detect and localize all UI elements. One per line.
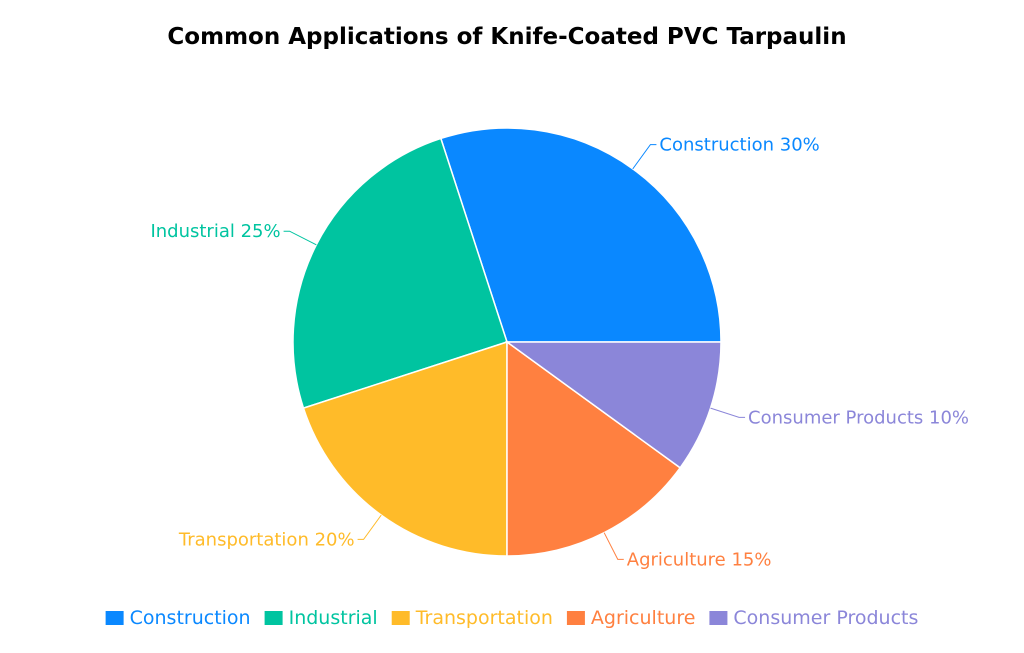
legend-swatch-transportation: [391, 611, 410, 625]
slice-label-construction: Construction 30%: [659, 135, 819, 156]
legend-swatch-agriculture: [566, 611, 585, 625]
legend-label-construction: Construction: [130, 607, 251, 629]
slice-label-agriculture: Agriculture 15%: [627, 549, 772, 570]
legend-item-agriculture[interactable]: Agriculture: [566, 607, 696, 629]
legend-swatch-consumer-products: [709, 611, 728, 625]
legend-item-industrial[interactable]: Industrial: [264, 607, 378, 629]
slice-label-consumer-products: Consumer Products 10%: [748, 407, 969, 428]
slice-label-industrial: Industrial 25%: [150, 221, 280, 242]
legend-item-consumer-products[interactable]: Consumer Products: [709, 607, 918, 629]
pie-slice-construction[interactable]: [439, 127, 722, 343]
leader-line-construction: [632, 144, 657, 170]
pie-slices: [292, 127, 722, 557]
leader-line-transportation: [357, 514, 382, 540]
leader-line-consumer-products: [710, 407, 746, 418]
legend-swatch-construction: [105, 611, 124, 625]
leader-line-industrial: [283, 230, 317, 246]
leader-line-agriculture: [603, 532, 624, 560]
legend-item-construction[interactable]: Construction: [105, 607, 251, 629]
pie-slice-transportation[interactable]: [302, 340, 508, 557]
legend-swatch-industrial: [264, 611, 283, 625]
slice-labels: Construction 30% Industrial 25% Transporta…: [150, 135, 969, 571]
legend-label-transportation: Transportation: [415, 607, 553, 629]
legend-item-transportation[interactable]: Transportation: [391, 607, 553, 629]
legend-label-industrial: Industrial: [289, 607, 378, 629]
legend-label-consumer-products: Consumer Products: [733, 607, 918, 629]
chart-title: Common Applications of Knife-Coated PVC …: [167, 24, 846, 50]
pie-slice-agriculture[interactable]: [506, 340, 682, 557]
legend-label-agriculture: Agriculture: [591, 607, 696, 629]
slice-label-transportation: Transportation 20%: [178, 529, 355, 550]
legend: Construction Industrial Transportation Agri…: [105, 607, 918, 629]
